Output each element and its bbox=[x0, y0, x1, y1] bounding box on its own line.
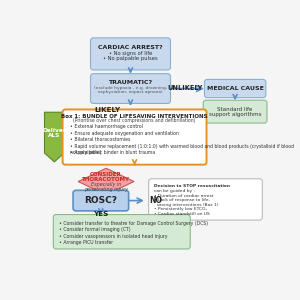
Text: THORACOTOMY: THORACOTOMY bbox=[82, 177, 130, 182]
Polygon shape bbox=[78, 168, 134, 195]
Text: Box 1: BUNDLE OF LIFESAVING INTERVENTIONS: Box 1: BUNDLE OF LIFESAVING INTERVENTION… bbox=[61, 114, 208, 119]
Text: • Duration of cardiac arrest: • Duration of cardiac arrest bbox=[154, 194, 213, 197]
Text: • Cardiac standstill on US: • Cardiac standstill on US bbox=[154, 212, 209, 216]
Text: • Consider vasopressors in isolated head injury: • Consider vasopressors in isolated head… bbox=[59, 233, 167, 238]
Text: penetrating injury: penetrating injury bbox=[84, 187, 128, 192]
Text: NO: NO bbox=[149, 196, 162, 205]
FancyBboxPatch shape bbox=[63, 110, 206, 165]
Text: CARDIAC ARREST?: CARDIAC ARREST? bbox=[98, 45, 163, 50]
Text: YES: YES bbox=[93, 211, 108, 217]
Text: • No palpable pulses: • No palpable pulses bbox=[103, 56, 158, 61]
Polygon shape bbox=[44, 112, 64, 162]
Text: Decision to STOP resuscitation: Decision to STOP resuscitation bbox=[154, 184, 230, 188]
FancyBboxPatch shape bbox=[53, 214, 190, 249]
FancyBboxPatch shape bbox=[91, 74, 170, 103]
Text: • Lack of response to life-: • Lack of response to life- bbox=[154, 198, 210, 202]
Text: • Consider formal imaging (CT): • Consider formal imaging (CT) bbox=[59, 227, 130, 232]
Text: • Persistently low ETCO₂: • Persistently low ETCO₂ bbox=[154, 207, 207, 212]
Text: UNLIKELY: UNLIKELY bbox=[167, 85, 203, 91]
Text: can be guided by :: can be guided by : bbox=[154, 189, 195, 193]
Text: • External haemorrhage control: • External haemorrhage control bbox=[70, 124, 143, 130]
Text: ROSC?: ROSC? bbox=[84, 196, 117, 205]
Text: support algorithms: support algorithms bbox=[209, 112, 261, 117]
Text: • Arrange PICU transfer: • Arrange PICU transfer bbox=[59, 240, 113, 245]
Text: • Rapid volume replacement (1:0:1:0) with warmed blood and blood products (cryst: • Rapid volume replacement (1:0:1:0) wit… bbox=[70, 144, 294, 155]
Text: • Apply pelvic binder in blunt trauma: • Apply pelvic binder in blunt trauma bbox=[70, 150, 155, 155]
FancyBboxPatch shape bbox=[73, 190, 129, 211]
FancyBboxPatch shape bbox=[148, 179, 262, 220]
Text: • Ensure adequate oxygenation and ventilation: • Ensure adequate oxygenation and ventil… bbox=[70, 131, 179, 136]
Text: Deliver
ALS: Deliver ALS bbox=[42, 128, 66, 139]
Text: (Prioritise over chest compressions and defibrillation): (Prioritise over chest compressions and … bbox=[73, 118, 196, 123]
Text: TRAUMATIC?: TRAUMATIC? bbox=[108, 80, 153, 85]
Text: LIKELY: LIKELY bbox=[94, 107, 120, 113]
Text: • Consider transfer to theatre for Damage Control Surgery (DCS): • Consider transfer to theatre for Damag… bbox=[59, 220, 208, 226]
Text: CONSIDER: CONSIDER bbox=[90, 172, 122, 177]
FancyBboxPatch shape bbox=[91, 38, 170, 70]
Text: Standard life: Standard life bbox=[218, 107, 253, 112]
Text: MEDICAL CAUSE: MEDICAL CAUSE bbox=[207, 86, 264, 91]
Text: asphyxiation, impact apnoea): asphyxiation, impact apnoea) bbox=[98, 90, 163, 94]
FancyBboxPatch shape bbox=[203, 100, 267, 123]
FancyBboxPatch shape bbox=[204, 80, 266, 98]
Text: • Bilateral thoracostomies: • Bilateral thoracostomies bbox=[70, 137, 130, 142]
Text: (exclude hypoxia - e.g. drowning,: (exclude hypoxia - e.g. drowning, bbox=[94, 86, 167, 90]
Text: Especially in: Especially in bbox=[91, 182, 121, 188]
Text: • No signs of life: • No signs of life bbox=[109, 51, 152, 56]
Text: saving interventions (Box 1): saving interventions (Box 1) bbox=[154, 203, 218, 207]
